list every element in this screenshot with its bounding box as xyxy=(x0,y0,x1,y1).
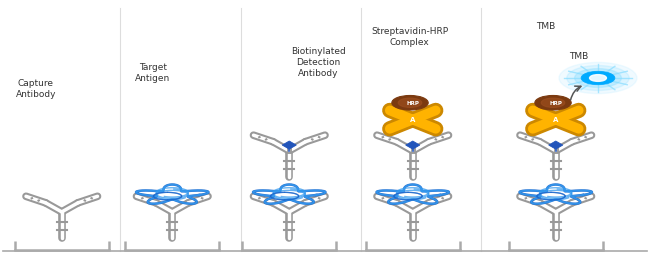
Circle shape xyxy=(541,98,565,107)
Circle shape xyxy=(575,69,621,87)
Circle shape xyxy=(544,115,567,124)
Circle shape xyxy=(567,66,629,90)
Text: Target
Antigen: Target Antigen xyxy=(135,63,170,83)
Polygon shape xyxy=(549,141,563,149)
Text: TMB: TMB xyxy=(569,52,588,61)
Text: A: A xyxy=(410,116,415,123)
Polygon shape xyxy=(282,141,296,149)
Circle shape xyxy=(398,98,422,107)
Text: A: A xyxy=(553,116,558,123)
Text: TMB: TMB xyxy=(536,22,556,31)
Circle shape xyxy=(392,95,428,110)
Polygon shape xyxy=(406,141,420,149)
Circle shape xyxy=(559,62,637,94)
Circle shape xyxy=(590,75,606,81)
Circle shape xyxy=(581,71,615,85)
Text: Capture
Antibody: Capture Antibody xyxy=(16,79,56,99)
Circle shape xyxy=(535,95,571,110)
Text: Streptavidin-HRP
Complex: Streptavidin-HRP Complex xyxy=(371,27,448,47)
Text: HRP: HRP xyxy=(549,101,562,106)
Text: Biotinylated
Detection
Antibody: Biotinylated Detection Antibody xyxy=(291,47,346,78)
Text: HRP: HRP xyxy=(406,101,419,106)
Circle shape xyxy=(401,115,424,124)
